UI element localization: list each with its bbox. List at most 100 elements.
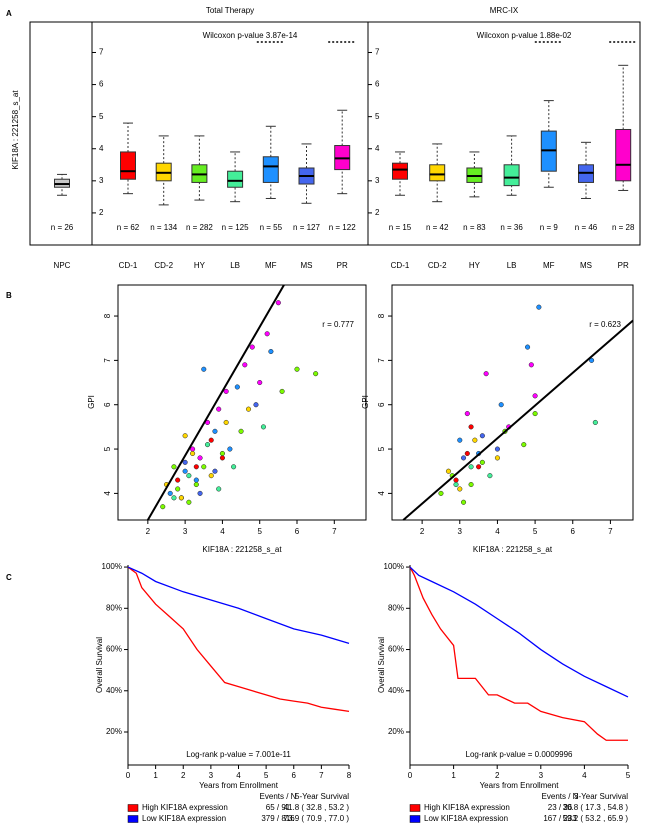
legend-label: High KIF18A expression — [142, 803, 228, 812]
point — [589, 357, 595, 363]
point — [216, 406, 222, 412]
x-tick-label: NPC — [54, 261, 71, 270]
x-axis-label: KIF18A : 221258_s_at — [473, 545, 553, 554]
x-axis-label: KIF18A : 221258_s_at — [202, 545, 282, 554]
survival-curve — [409, 566, 628, 741]
y-tick-label: 5 — [103, 446, 112, 451]
p-value: Log-rank p-value = 7.001e-11 — [186, 750, 291, 759]
point — [160, 504, 166, 510]
x-tick-label: 6 — [295, 527, 300, 536]
table-header: Events / N — [542, 792, 579, 801]
x-tick-label: 3 — [183, 527, 188, 536]
n-label: n = 42 — [426, 223, 449, 232]
y-tick-label: 7 — [103, 358, 112, 363]
y-tick-label: 2 — [375, 208, 380, 217]
point — [476, 464, 482, 470]
x-tick-label: MS — [580, 261, 592, 270]
x-tick-label: 7 — [608, 527, 613, 536]
point — [212, 428, 218, 434]
point — [186, 473, 192, 479]
legend-label: Low KIF18A expression — [142, 814, 226, 823]
y-tick-label: 5 — [99, 112, 104, 121]
x-tick-label: CD-1 — [119, 261, 138, 270]
box — [262, 156, 279, 183]
y-tick-label: 4 — [99, 144, 104, 153]
point — [171, 464, 177, 470]
point — [167, 490, 173, 496]
y-tick-label: 8 — [377, 313, 386, 318]
n-label: n = 282 — [186, 223, 213, 232]
events: 65 / 91 — [266, 803, 291, 812]
y-tick-label: 80% — [388, 603, 404, 612]
point — [313, 371, 319, 377]
point — [212, 468, 218, 474]
point — [219, 455, 225, 461]
x-tick-label: HY — [194, 261, 206, 270]
point — [182, 433, 188, 439]
point — [171, 495, 177, 501]
box — [615, 128, 632, 182]
legend-swatch — [409, 804, 421, 812]
y-tick-label: 5 — [377, 446, 386, 451]
n-label: n = 15 — [389, 223, 412, 232]
x-tick-label: PR — [618, 261, 629, 270]
fit-line — [146, 284, 285, 521]
y-tick-label: 4 — [103, 491, 112, 496]
point — [479, 459, 485, 465]
point — [182, 459, 188, 465]
n-label: n = 127 — [293, 223, 320, 232]
x-tick-label: 2 — [420, 527, 425, 536]
x-tick-label: 5 — [264, 771, 269, 780]
point — [494, 446, 500, 452]
y-tick-label: 7 — [377, 358, 386, 363]
point — [208, 437, 214, 443]
x-tick-label: 3 — [458, 527, 463, 536]
point — [197, 490, 203, 496]
x-tick-label: 1 — [451, 771, 456, 780]
y-tick-label: 7 — [99, 48, 104, 57]
x-tick-label: 4 — [495, 527, 500, 536]
point — [175, 477, 181, 483]
x-tick-label: 7 — [332, 527, 337, 536]
x-tick-label: PR — [337, 261, 348, 270]
n-label: n = 122 — [329, 223, 356, 232]
x-tick-label: 5 — [257, 527, 262, 536]
point — [234, 384, 240, 390]
x-tick-label: 2 — [495, 771, 500, 780]
y-tick-label: 6 — [99, 80, 104, 89]
point — [219, 450, 225, 457]
scatter-frame — [117, 284, 367, 521]
point — [457, 486, 463, 492]
point — [279, 388, 285, 394]
x-tick-label: 6 — [571, 527, 576, 536]
x-tick-label: LB — [230, 261, 240, 270]
point — [453, 481, 459, 488]
x-tick-label: 1 — [153, 771, 158, 780]
table-header: Events / N — [260, 792, 297, 801]
y-tick-label: 8 — [103, 313, 112, 318]
x-tick-label: MF — [543, 261, 555, 270]
box — [227, 170, 244, 188]
n-label: n = 62 — [117, 223, 140, 232]
n-label: n = 55 — [260, 223, 283, 232]
x-tick-label: CD-2 — [428, 261, 447, 270]
x-tick-label: HY — [469, 261, 481, 270]
point — [201, 366, 207, 372]
y-tick-label: 4 — [377, 491, 386, 496]
point — [460, 499, 467, 505]
point — [186, 499, 192, 505]
point — [190, 450, 196, 457]
y-tick-label: 7 — [375, 48, 380, 57]
legend-label: Low KIF18A expression — [424, 814, 508, 823]
point — [245, 406, 252, 412]
panel-a-frame — [29, 21, 641, 246]
point — [264, 331, 270, 337]
point — [532, 411, 538, 417]
x-tick-label: 0 — [126, 771, 131, 780]
p-value: Log-rank p-value = 0.0009996 — [466, 750, 574, 759]
point — [223, 388, 229, 394]
x-tick-label: LB — [507, 261, 517, 270]
y-tick-label: 60% — [106, 645, 122, 654]
x-tick-label: 4 — [236, 771, 241, 780]
